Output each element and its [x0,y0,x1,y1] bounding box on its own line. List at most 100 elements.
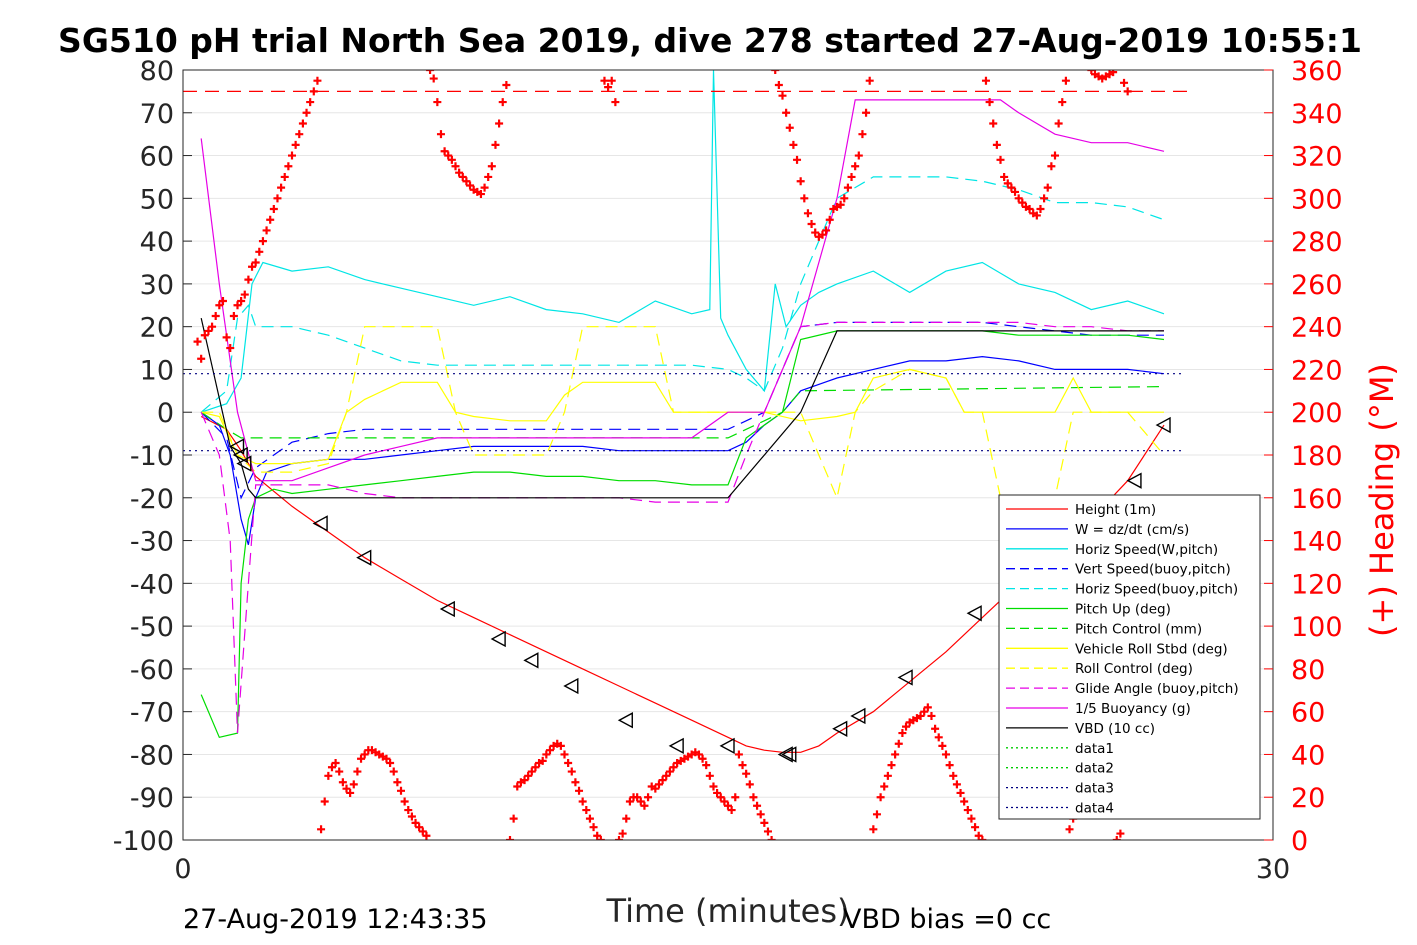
heading-point [822,226,831,235]
heading-point [444,151,453,160]
heading-point [538,756,547,765]
y-tick-label: -100 [113,826,174,857]
heading-point [615,836,623,840]
x-axis-ticks: 0 30 [174,831,1290,885]
y2-tick-label: 100 [1291,612,1343,643]
y-tick-label: -90 [130,783,174,814]
legend-label: data3 [1075,781,1114,797]
heading-point [248,262,257,271]
heading-point [542,750,551,759]
heading-point [1120,78,1129,87]
legend-label: Vert Speed(buoy,pitch) [1075,562,1231,578]
heading-point [585,814,594,823]
heading-point [556,741,565,750]
height-marker [236,455,252,472]
heading-point [898,729,907,738]
footer-vbd-bias: VBD bias =0 cc [843,904,1051,935]
heading-point [880,782,889,791]
y2-tick-label: 40 [1291,740,1325,771]
y-tick-label: 20 [140,313,174,344]
y2-tick-label: 280 [1291,227,1343,258]
heading-point [1032,211,1041,220]
heading-point [527,767,536,776]
legend-entry: 1/5 Buoyancy (g) [1006,701,1191,717]
heading-point [280,172,289,181]
heading-point [545,746,554,755]
heading-point [360,750,369,759]
heading-point [1000,172,1009,181]
heading-point [208,322,217,331]
heading-point [1025,205,1034,214]
heading-point [397,786,405,795]
legend-label: data2 [1075,761,1114,777]
height-marker [1155,416,1171,434]
heading-point [193,337,202,346]
heading-point [807,220,816,228]
legend-entry: data1 [1006,741,1114,757]
y2-tick-label: 320 [1291,142,1343,173]
legend-label: data1 [1075,741,1114,757]
series-height-1m [200,415,1165,753]
heading-point [320,797,329,806]
heading-point [974,831,983,840]
legend: Height (1m) W = dz/dt (cm/s) Horiz Speed(W… [998,494,1261,820]
heading-point [1014,194,1023,203]
heading-point [840,194,849,203]
heading-point [506,836,514,840]
heading-point [400,797,409,806]
heading-point [956,788,965,797]
heading-point [1058,98,1067,107]
x-tick-label: 0 [174,854,191,885]
right-axis-ticks: 3603403203002802602402202001801601401201… [1264,56,1343,857]
y-tick-label: 10 [140,355,174,386]
heading-point [335,767,344,776]
y2-tick-label: 180 [1291,441,1343,472]
y-tick-label: 30 [140,270,174,301]
legend-label: Horiz Speed(W,pitch) [1075,542,1218,558]
series-layer [183,70,1193,753]
heading-point [851,162,860,171]
heading-point [262,226,271,235]
heading-point [451,162,460,171]
y2-tick-label: 0 [1291,826,1308,857]
y2-tick-label: 220 [1291,355,1343,386]
heading-point [952,780,961,789]
heading-point [705,771,714,780]
height-marker [832,720,848,737]
heading-point [1007,183,1016,192]
heading-point [564,759,573,767]
heading-point [847,172,856,181]
heading-point [327,763,336,772]
heading-point [342,784,351,793]
heading-point [654,780,663,789]
legend-label: Pitch Control (mm) [1075,621,1202,637]
heading-point [731,793,740,802]
heading-point [713,788,722,797]
heading-point [644,793,653,802]
height-marker [356,549,372,566]
heading-point [386,759,395,767]
heading-point [1112,836,1121,840]
y-tick-label: -10 [130,441,174,472]
heading-point [618,829,627,838]
heading-point [996,155,1005,164]
heading-point [716,793,725,802]
y2-tick-label: 160 [1291,484,1343,515]
heading-point [222,333,231,342]
heading-point [945,761,954,770]
y2-tick-label: 140 [1291,527,1343,558]
series-horiz-speed-buoy-pitch [200,176,1165,413]
heading-point [306,98,315,107]
legend-entry: Vert Speed(buoy,pitch) [1006,562,1231,578]
heading-point [604,83,613,92]
y-tick-label: -50 [130,612,174,643]
y-tick-label: -30 [130,527,174,558]
heading-point [498,98,507,107]
heading-point [258,237,267,246]
heading-point [742,769,751,778]
heading-point [938,741,947,750]
heading-point [1109,70,1118,77]
y-tick-label: -60 [130,655,174,686]
heading-point [509,814,518,823]
